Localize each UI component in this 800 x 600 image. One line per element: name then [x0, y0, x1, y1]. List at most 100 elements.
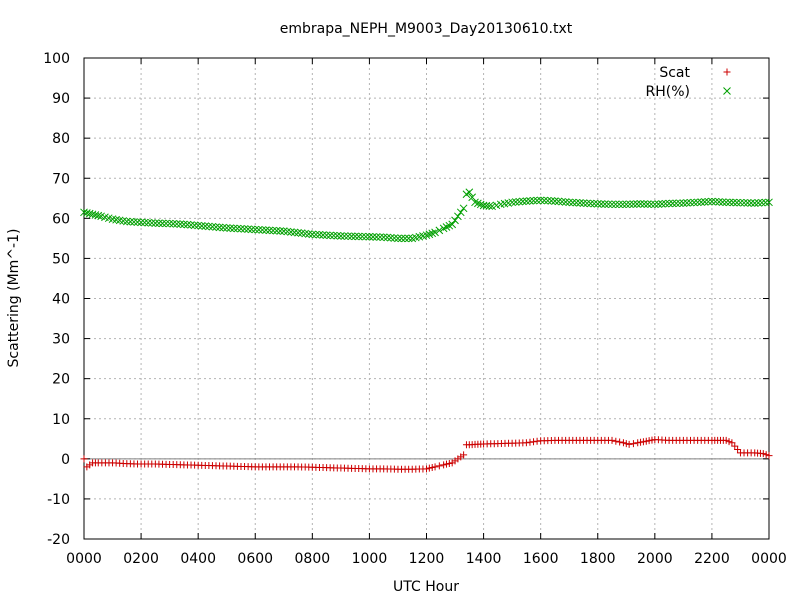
rh-point	[201, 222, 210, 231]
rh-point	[533, 196, 541, 205]
rh-point	[297, 229, 306, 238]
rh-point	[376, 233, 384, 241]
rh-point	[736, 198, 745, 207]
scat-point	[526, 438, 534, 446]
rh-point	[85, 209, 94, 218]
rh-point	[283, 227, 292, 236]
rh-point	[686, 198, 695, 207]
scat-point	[645, 437, 653, 445]
rh-point	[208, 222, 217, 231]
rh-point	[215, 223, 224, 232]
rh-point	[183, 220, 192, 229]
rh-point	[526, 197, 534, 205]
rh-point	[358, 232, 367, 241]
rh-point	[326, 231, 335, 240]
legend-marker-scat	[723, 68, 731, 76]
rh-point	[618, 200, 627, 209]
rh-point	[383, 233, 392, 242]
rh-point	[431, 228, 439, 237]
rh-point	[650, 200, 659, 209]
rh-point	[565, 198, 574, 207]
rh-point	[448, 220, 457, 229]
rh-point	[643, 200, 652, 208]
rh-point	[583, 199, 591, 208]
y-tick-label: -10	[47, 492, 70, 508]
rh-point	[361, 232, 370, 241]
scat-point	[728, 439, 736, 447]
rh-point	[315, 230, 324, 239]
rh-point	[547, 197, 556, 205]
rh-point	[629, 200, 638, 208]
rh-point	[693, 198, 702, 207]
rh-point	[137, 218, 145, 227]
rh-point	[258, 226, 267, 234]
legend-markers	[723, 68, 731, 95]
y-tick-label: 90	[52, 91, 70, 107]
scat-point	[533, 437, 541, 445]
scat-point	[759, 450, 767, 458]
rh-point	[633, 200, 641, 208]
rh-point	[212, 223, 220, 231]
rh-point	[169, 219, 178, 228]
rh-point	[401, 234, 409, 243]
y-tick-label: 80	[52, 131, 70, 147]
rh-point	[404, 234, 413, 243]
rh-point	[91, 211, 100, 219]
scat-point	[445, 460, 453, 468]
rh-point	[262, 226, 270, 235]
rh-point	[511, 198, 520, 206]
rh-point	[540, 196, 549, 205]
y-tick-label: 100	[43, 51, 70, 67]
rh-point	[272, 226, 281, 235]
rh-point	[254, 225, 263, 234]
scat-point	[639, 438, 647, 446]
rh-point	[240, 225, 249, 233]
rh-point	[543, 196, 552, 205]
scat-point	[634, 439, 642, 447]
rh-point	[459, 204, 468, 213]
rh-point	[276, 227, 285, 235]
y-tick-label: 30	[52, 332, 70, 348]
rh-point	[244, 225, 252, 234]
rh-point	[661, 199, 670, 208]
rh-point	[94, 211, 103, 220]
rh-point	[758, 198, 766, 207]
scat-point	[622, 440, 630, 448]
rh-point	[365, 232, 374, 241]
y-tick-label: 10	[52, 412, 70, 428]
rh-point	[340, 232, 349, 240]
rh-point	[729, 198, 738, 207]
rh-point	[233, 224, 242, 233]
rh-point	[312, 230, 320, 239]
rh-point	[474, 199, 482, 208]
scat-point	[731, 442, 739, 450]
rh-point	[586, 199, 595, 208]
rh-point	[761, 198, 770, 207]
x-tick-label: 0800	[295, 551, 331, 567]
rh-point	[301, 229, 310, 238]
scat-point	[530, 438, 538, 446]
y-tick-label: 70	[52, 171, 70, 187]
legend-marker-rh	[723, 87, 731, 95]
rh-point	[476, 200, 485, 209]
rh-point	[454, 212, 462, 221]
x-tick-label: 1600	[523, 551, 559, 567]
rh-point	[197, 221, 206, 230]
scat-point	[616, 438, 624, 446]
rh-point	[485, 202, 494, 210]
rh-point	[354, 232, 363, 241]
rh-point	[765, 198, 773, 207]
rh-point	[572, 198, 581, 207]
rh-point	[733, 198, 741, 207]
rh-point	[622, 200, 631, 209]
rh-point	[422, 231, 431, 240]
scat-point	[625, 440, 633, 448]
data-points	[80, 188, 773, 473]
rh-point	[322, 231, 331, 240]
rh-point	[333, 231, 342, 240]
rh-point	[700, 198, 709, 206]
rh-point	[172, 220, 181, 228]
rh-point	[187, 221, 195, 229]
rh-point	[711, 197, 720, 206]
